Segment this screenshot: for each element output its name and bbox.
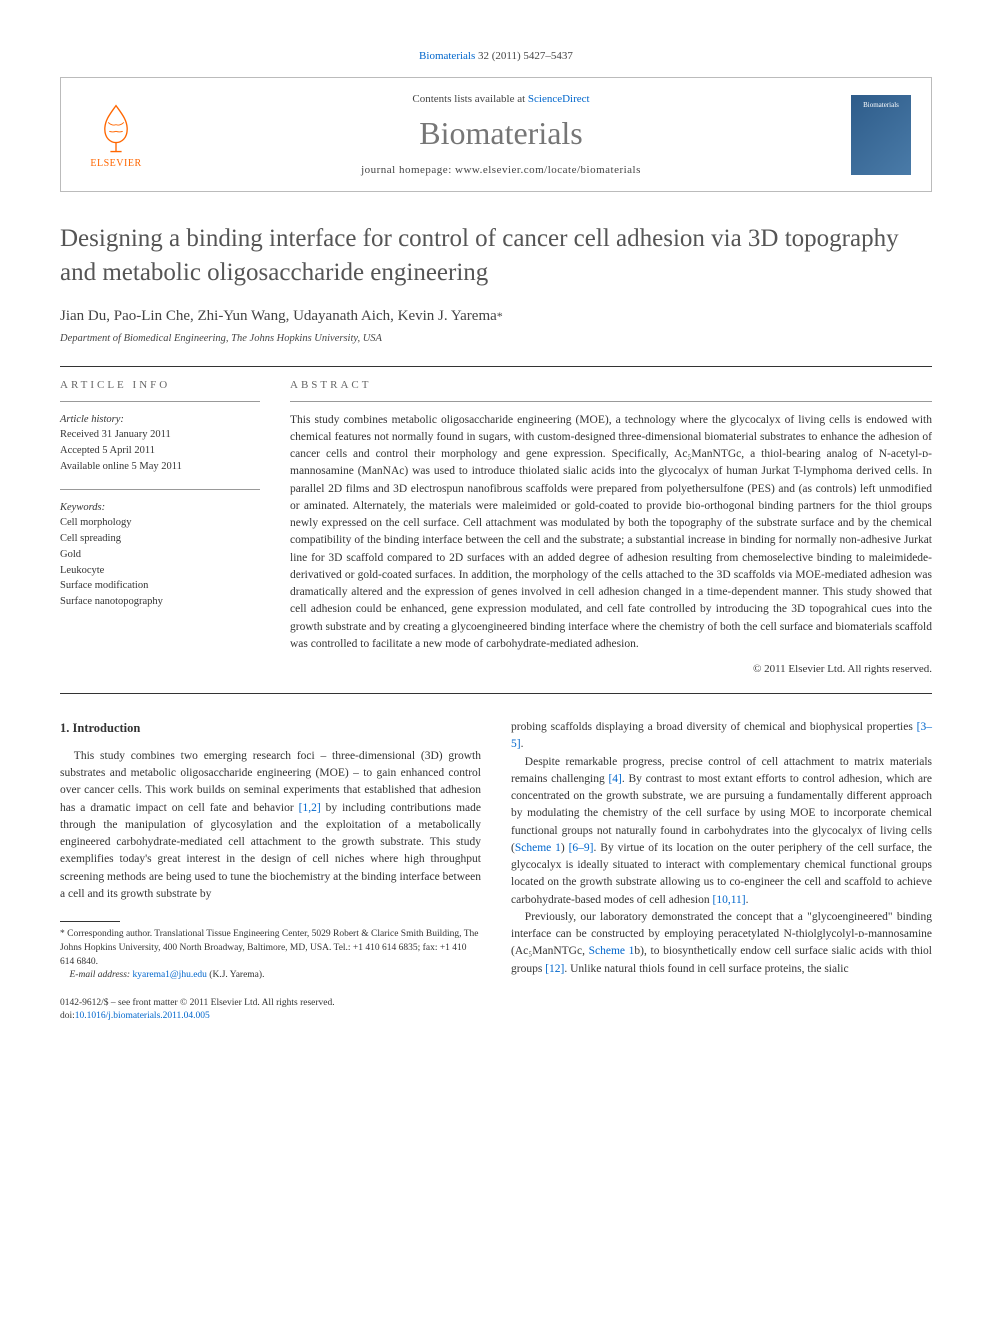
abstract-copyright: © 2011 Elsevier Ltd. All rights reserved… [290,663,932,675]
elsevier-label: ELSEVIER [90,158,141,169]
abstract-column: ABSTRACT This study combines metabolic o… [290,379,932,676]
article-info-label: ARTICLE INFO [60,379,260,391]
meta-abstract-row: ARTICLE INFO Article history: Received 3… [60,379,932,676]
journal-header-box: ELSEVIER Contents lists available at Sci… [60,77,932,192]
col2-paragraph-3: Previously, our laboratory demonstrated … [511,909,932,978]
col2-paragraph-2: Despite remarkable progress, precise con… [511,754,932,909]
homepage-url[interactable]: www.elsevier.com/locate/biomaterials [455,164,641,176]
abstract-divider [290,401,932,402]
abstract-text: This study combines metabolic oligosacch… [290,412,932,654]
ref-link-6-9[interactable]: [6–9] [569,842,594,854]
article-page: Biomaterials 32 (2011) 5427–5437 ELSEVIE… [0,0,992,1074]
info-divider-2 [60,489,260,490]
article-history: Article history: Received 31 January 201… [60,412,260,475]
body-column-left: 1. Introduction This study combines two … [60,719,481,1024]
homepage-line: journal homepage: www.elsevier.com/locat… [171,164,831,176]
doi-line: doi:10.1016/j.biomaterials.2011.04.005 [60,1010,481,1023]
citation-volpages: 32 (2011) 5427–5437 [478,50,573,62]
author-list: Jian Du, Pao-Lin Che, Zhi-Yun Wang, Uday… [60,308,932,325]
corresponding-author-footnote: * Corresponding author. Translational Ti… [60,928,481,983]
body-columns: 1. Introduction This study combines two … [60,719,932,1024]
doi-link[interactable]: 10.1016/j.biomaterials.2011.04.005 [75,1011,210,1021]
body-column-right: probing scaffolds displaying a broad div… [511,719,932,1024]
ref-link-4[interactable]: [4] [608,773,621,785]
ref-link-12[interactable]: [12] [545,963,564,975]
affiliation: Department of Biomedical Engineering, Th… [60,333,932,344]
journal-cover-thumb[interactable]: Biomaterials [851,95,911,175]
corresponding-email-link[interactable]: kyarema1@jhu.edu [132,970,206,980]
article-info-column: ARTICLE INFO Article history: Received 3… [60,379,260,676]
ref-link-10-11[interactable]: [10,11] [713,894,746,906]
col2-paragraph-1: probing scaffolds displaying a broad div… [511,719,932,754]
keywords-block: Keywords: Cell morphology Cell spreading… [60,500,260,610]
footnote-divider [60,921,120,922]
corresponding-mark: * [497,309,503,323]
info-divider-1 [60,401,260,402]
scheme-1-link-b[interactable]: Scheme 1 [589,945,635,957]
mid-divider [60,693,932,694]
citation-journal[interactable]: Biomaterials [419,50,475,62]
intro-paragraph-1: This study combines two emerging researc… [60,748,481,903]
footer-meta: 0142-9612/$ – see front matter © 2011 El… [60,997,481,1024]
abstract-label: ABSTRACT [290,379,932,391]
elsevier-logo[interactable]: ELSEVIER [81,95,151,175]
elsevier-tree-icon [88,100,144,156]
top-divider [60,366,932,367]
journal-name: Biomaterials [171,115,831,152]
sciencedirect-link[interactable]: ScienceDirect [528,93,590,105]
citation-line: Biomaterials 32 (2011) 5427–5437 [60,50,932,62]
contents-line: Contents lists available at ScienceDirec… [171,93,831,105]
header-center: Contents lists available at ScienceDirec… [171,93,831,176]
scheme-1-link-a[interactable]: Scheme 1 [515,842,561,854]
issn-line: 0142-9612/$ – see front matter © 2011 El… [60,997,481,1010]
intro-heading: 1. Introduction [60,719,481,738]
ref-link-1-2[interactable]: [1,2] [299,802,321,814]
article-title: Designing a binding interface for contro… [60,222,932,290]
